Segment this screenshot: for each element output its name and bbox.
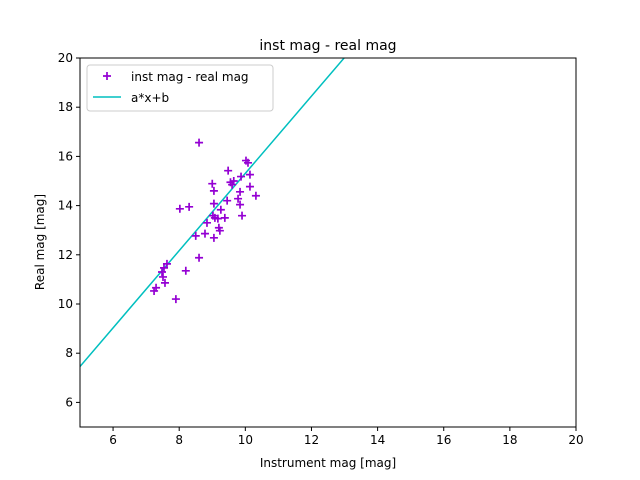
y-tick-label: 16 (58, 149, 73, 163)
legend-label-scatter: inst mag - real mag (131, 70, 249, 84)
x-tick-label: 16 (436, 433, 451, 447)
data-point (150, 286, 159, 295)
y-tick-label: 10 (58, 297, 73, 311)
data-point (229, 177, 238, 185)
x-tick-label: 12 (304, 433, 319, 447)
data-point (208, 179, 217, 188)
x-tick-label: 20 (568, 433, 583, 447)
legend-plus-marker (103, 72, 111, 80)
data-point (175, 204, 184, 213)
data-point (191, 231, 200, 240)
data-point (234, 194, 243, 203)
data-point (251, 191, 260, 200)
data-point (158, 268, 167, 277)
plot-frame (79, 57, 577, 428)
fit-line (80, 58, 346, 367)
data-point (160, 278, 169, 287)
y-tick-label: 12 (58, 248, 73, 262)
y-axis-label: Real mag [mag] (33, 194, 47, 290)
x-tick-label: 6 (109, 433, 117, 447)
data-point (237, 172, 246, 181)
data-point (195, 253, 204, 262)
data-point (195, 138, 204, 147)
data-point (209, 186, 218, 195)
data-point (243, 158, 252, 167)
legend-scatter-marker (103, 72, 111, 80)
y-tick-label: 14 (58, 199, 73, 213)
data-point (185, 202, 194, 211)
x-tick-label: 18 (502, 433, 517, 447)
data-point (209, 199, 218, 208)
data-point (202, 218, 211, 227)
data-point (216, 205, 225, 214)
data-point (228, 180, 237, 189)
data-point (238, 211, 247, 220)
data-point (200, 229, 209, 238)
data-point (210, 213, 219, 222)
y-tick-label: 18 (58, 100, 73, 114)
data-point (223, 196, 232, 205)
data-point (181, 266, 190, 275)
legend: inst mag - real mag a*x+b (86, 64, 274, 112)
data-point (220, 213, 229, 222)
data-point (236, 200, 245, 209)
data-point (215, 226, 224, 235)
x-tick-label: 14 (370, 433, 385, 447)
data-point (158, 272, 167, 281)
data-point (236, 187, 245, 196)
data-point (245, 170, 254, 179)
legend-label-line: a*x+b (131, 91, 169, 105)
x-tick-label: 8 (175, 433, 183, 447)
data-point (224, 166, 233, 175)
data-point (171, 295, 180, 304)
x-axis-label: Instrument mag [mag] (260, 456, 396, 470)
data-point (209, 233, 218, 242)
x-tick-label: 10 (238, 433, 253, 447)
y-tick-label: 8 (65, 346, 73, 360)
y-tick-label: 20 (58, 51, 73, 65)
y-tick-label: 6 (65, 395, 73, 409)
data-point (159, 263, 168, 272)
data-point (245, 182, 254, 191)
chart-title: inst mag - real mag (259, 38, 396, 54)
